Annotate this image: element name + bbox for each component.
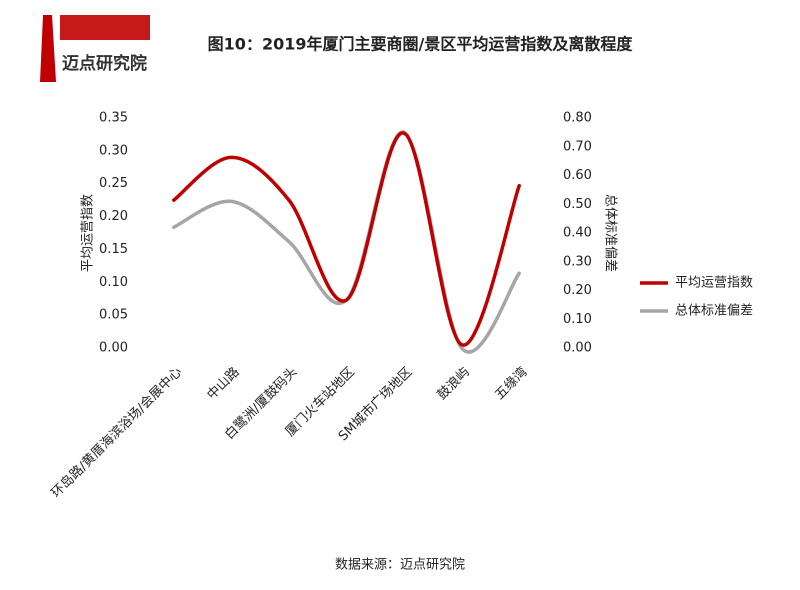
y-tick-label: 0.35 bbox=[99, 111, 128, 126]
y2-tick-label: 0.20 bbox=[563, 283, 592, 298]
source-note: 数据来源：迈点研究院 bbox=[335, 558, 465, 573]
y-tick-label: 0.10 bbox=[99, 275, 128, 290]
y-tick-label: 0.30 bbox=[99, 143, 128, 158]
y2-tick-label: 0.00 bbox=[563, 341, 592, 356]
logo-banner bbox=[60, 15, 150, 40]
x-tick-label: 中山路 bbox=[204, 364, 243, 403]
x-tick-label: 五缘湾 bbox=[492, 364, 531, 403]
series-line bbox=[172, 131, 521, 347]
legend-label: 平均运营指数 bbox=[675, 276, 753, 291]
y2-tick-label: 0.30 bbox=[563, 254, 592, 269]
y-tick-label: 0.25 bbox=[99, 176, 128, 191]
y-tick-label: 0.20 bbox=[99, 209, 128, 224]
y-tick-label: 0.15 bbox=[99, 242, 128, 257]
y2-tick-label: 0.10 bbox=[563, 312, 592, 327]
chart-title: 图10：2019年厦门主要商圈/景区平均运营指数及离散程度 bbox=[208, 35, 634, 54]
x-tick-label: 鼓浪屿 bbox=[435, 365, 473, 403]
x-tick-label: 环岛路/黄厝海滨浴场/会展中心 bbox=[48, 364, 185, 501]
logo-text: 迈点研究院 bbox=[62, 53, 147, 74]
y2-tick-label: 0.40 bbox=[563, 226, 592, 241]
y2-tick-label: 0.50 bbox=[563, 197, 592, 212]
logo-tower bbox=[40, 15, 56, 82]
y2-axis-label: 总体标准偏差 bbox=[603, 194, 618, 272]
y-tick-label: 0.00 bbox=[99, 341, 128, 356]
series-line bbox=[172, 130, 521, 354]
y2-tick-label: 0.80 bbox=[563, 111, 592, 126]
y-axis-label: 平均运营指数 bbox=[81, 194, 96, 272]
y-tick-label: 0.05 bbox=[99, 308, 128, 323]
logo: 迈点研究院 bbox=[38, 10, 150, 100]
y2-tick-label: 0.70 bbox=[563, 139, 592, 154]
y2-tick-label: 0.60 bbox=[563, 168, 592, 183]
legend-label: 总体标准偏差 bbox=[675, 304, 753, 319]
